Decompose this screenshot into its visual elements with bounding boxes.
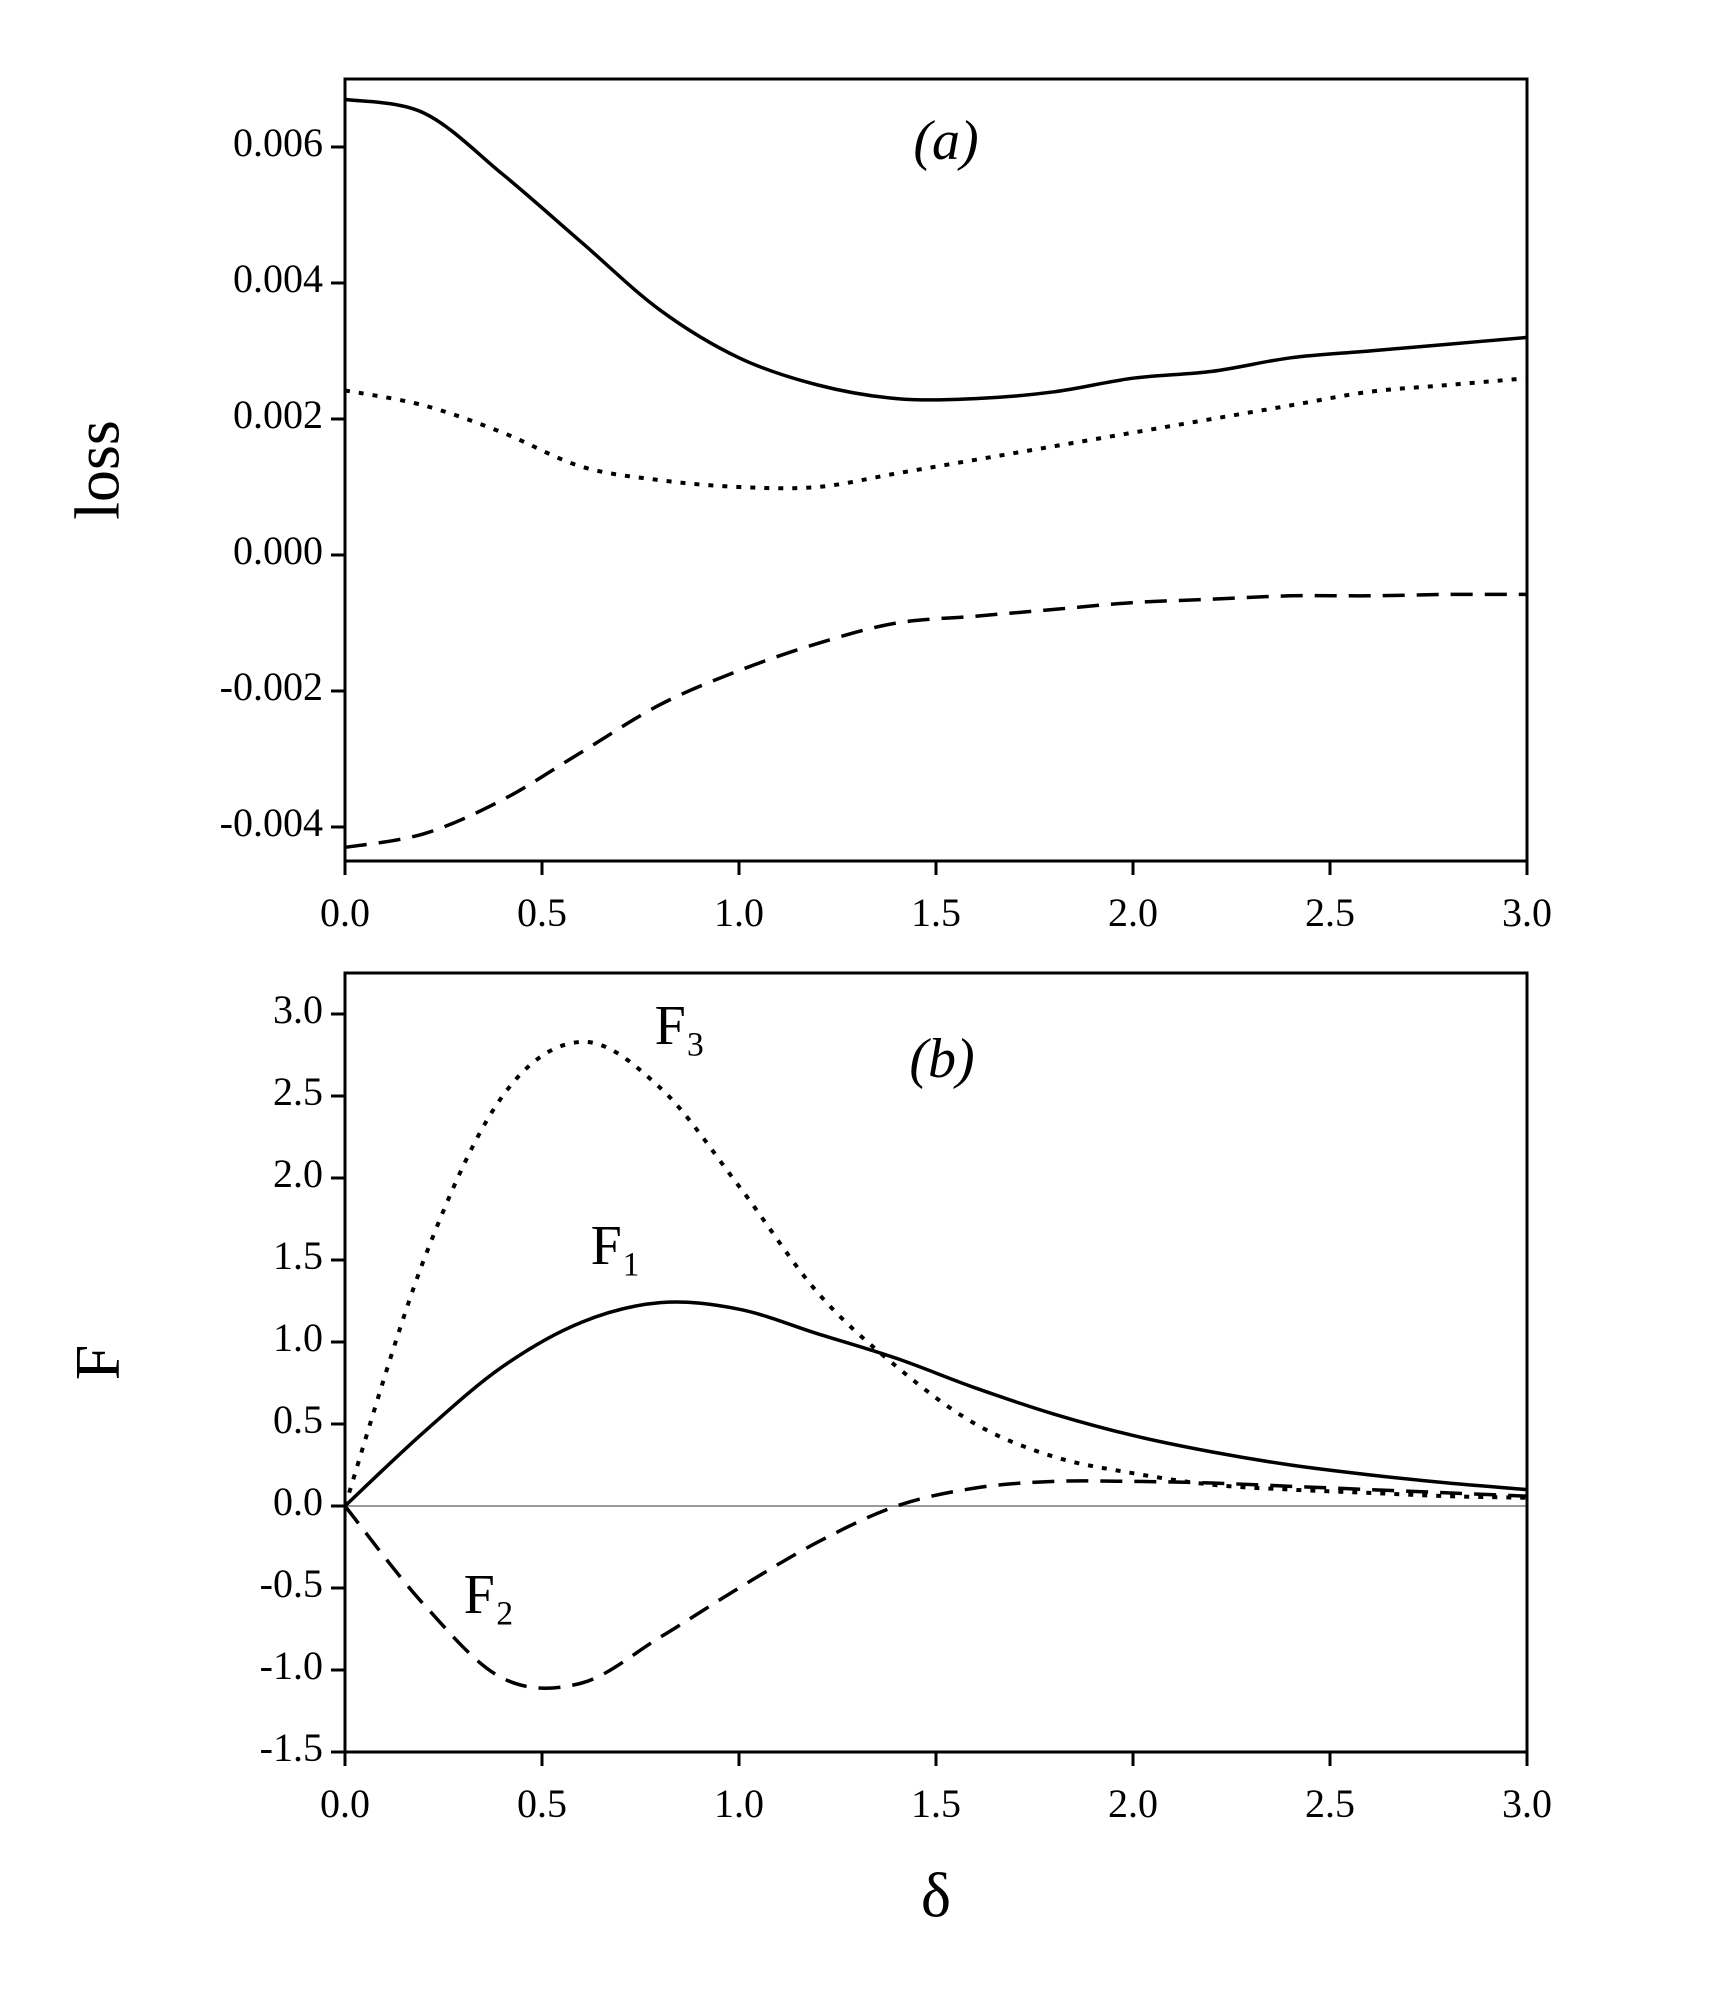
x-tick-label: 3.0 bbox=[1502, 890, 1552, 935]
x-tick-label: 2.5 bbox=[1305, 890, 1355, 935]
y-tick-label: 1.5 bbox=[273, 1233, 323, 1278]
y-tick-label: -0.5 bbox=[260, 1561, 323, 1606]
series-line bbox=[344, 376, 1528, 491]
curve-label: F₂ bbox=[464, 1564, 515, 1626]
series-line bbox=[343, 1300, 1528, 1508]
curve-label: F₁ bbox=[591, 1215, 642, 1277]
x-tick-label: 0.0 bbox=[320, 890, 370, 935]
y-tick-label: -0.004 bbox=[220, 800, 323, 845]
x-axis-title: δ bbox=[921, 1860, 951, 1931]
series-line bbox=[344, 592, 1528, 850]
y-tick-label: -0.002 bbox=[220, 664, 323, 709]
series-line bbox=[343, 1479, 1528, 1690]
y-tick-label: 0.002 bbox=[233, 392, 323, 437]
x-tick-label: 0.5 bbox=[517, 890, 567, 935]
y-tick-label: 0.5 bbox=[273, 1397, 323, 1442]
x-tick-label: 2.5 bbox=[1305, 1781, 1355, 1826]
curve-label: F₃ bbox=[655, 995, 706, 1057]
plot-frame bbox=[343, 77, 1529, 863]
y-tick-label: 3.0 bbox=[273, 987, 323, 1032]
y-axis-title: F bbox=[62, 1345, 133, 1381]
y-tick-label: 1.0 bbox=[273, 1315, 323, 1360]
x-tick-label: 1.5 bbox=[911, 890, 961, 935]
y-tick-label: 2.0 bbox=[273, 1151, 323, 1196]
y-tick-label: -1.5 bbox=[260, 1725, 323, 1770]
series-line bbox=[344, 97, 1528, 402]
x-tick-label: 0.0 bbox=[320, 1781, 370, 1826]
y-tick-label: 2.5 bbox=[273, 1069, 323, 1114]
x-tick-label: 1.0 bbox=[714, 890, 764, 935]
x-tick-label: 2.0 bbox=[1108, 1781, 1158, 1826]
panel-label: (a) bbox=[913, 110, 978, 172]
panel-label: (b) bbox=[909, 1028, 974, 1090]
x-tick-label: 3.0 bbox=[1502, 1781, 1552, 1826]
x-tick-label: 1.0 bbox=[714, 1781, 764, 1826]
y-tick-label: 0.000 bbox=[233, 528, 323, 573]
plot-frame bbox=[343, 971, 1529, 1754]
y-tick-label: 0.0 bbox=[273, 1479, 323, 1524]
series-line bbox=[343, 1039, 1528, 1507]
x-tick-label: 0.5 bbox=[517, 1781, 567, 1826]
x-tick-label: 1.5 bbox=[911, 1781, 961, 1826]
y-axis-title: loss bbox=[62, 420, 133, 520]
x-tick-label: 2.0 bbox=[1108, 890, 1158, 935]
y-tick-label: 0.006 bbox=[233, 120, 323, 165]
y-tick-label: 0.004 bbox=[233, 256, 323, 301]
y-tick-label: -1.0 bbox=[260, 1643, 323, 1688]
